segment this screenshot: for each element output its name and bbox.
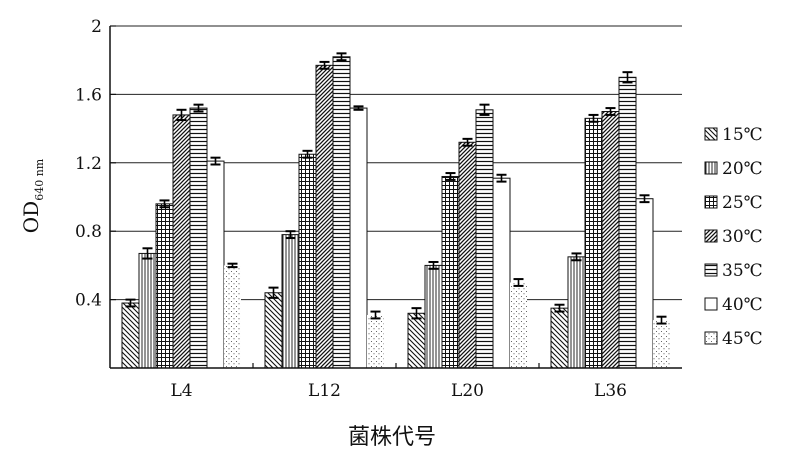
legend: 15℃ 20℃ 25℃ 30℃ 35℃ 40℃ 45℃ xyxy=(704,125,763,349)
bar-l20-series-1 xyxy=(424,264,443,369)
bar-l36-series-1 xyxy=(567,256,586,369)
legend-swatch xyxy=(704,263,718,277)
bar-l4-series-2 xyxy=(155,203,174,369)
bar-l4-series-3 xyxy=(172,114,191,369)
bar-l36-series-0 xyxy=(550,307,569,369)
legend-swatch xyxy=(704,297,718,311)
legend-swatch xyxy=(704,331,718,345)
axes xyxy=(109,25,682,369)
bar-l20-series-3 xyxy=(458,141,477,369)
bar-l4-series-5 xyxy=(206,160,225,369)
y-tick-label: 1.2 xyxy=(75,154,102,174)
legend-label: 40℃ xyxy=(722,295,763,315)
legend-label: 20℃ xyxy=(722,159,763,179)
x-tick-label: L36 xyxy=(594,381,627,401)
legend-swatch xyxy=(704,195,718,209)
bar-l20-series-4 xyxy=(475,109,494,369)
y-axis-title-subscript: 640 nm xyxy=(33,158,46,201)
bar-l12-series-3 xyxy=(315,64,334,369)
legend-label: 15℃ xyxy=(722,125,763,145)
y-axis-title-main: OD xyxy=(19,201,43,233)
bar-l20-series-2 xyxy=(441,175,460,369)
bar-l20-series-6 xyxy=(510,282,527,368)
bar-l36-series-6 xyxy=(653,320,670,368)
legend-swatch xyxy=(704,127,718,141)
bar-l36-series-5 xyxy=(635,198,654,369)
bars xyxy=(121,52,670,369)
y-axis-title: OD640 nm xyxy=(19,158,46,233)
y-tick-label: 2 xyxy=(91,17,102,37)
legend-label: 45℃ xyxy=(722,329,763,349)
bar-l12-series-0 xyxy=(264,292,283,369)
bar-l20-series-5 xyxy=(492,177,511,369)
bar-l4-series-4 xyxy=(189,107,208,369)
y-tick-label: 0.4 xyxy=(75,291,102,311)
legend-label: 25℃ xyxy=(722,193,763,213)
bar-l12-series-2 xyxy=(298,153,317,369)
legend-swatch xyxy=(704,229,718,243)
legend-label: 35℃ xyxy=(722,261,763,281)
bar-l20-series-0 xyxy=(407,312,426,369)
legend-label: 30℃ xyxy=(722,227,763,247)
bar-l12-series-1 xyxy=(281,234,300,369)
x-tick-label: L4 xyxy=(170,381,192,401)
legend-swatch xyxy=(704,161,718,175)
bar-l12-series-6 xyxy=(367,314,384,368)
bar-l36-series-4 xyxy=(618,76,637,369)
x-axis-title: 菌株代号 xyxy=(348,425,436,450)
bar-l36-series-2 xyxy=(584,117,603,369)
bar-l4-series-6 xyxy=(224,265,241,368)
y-tick-label: 1.6 xyxy=(75,85,102,105)
bar-l12-series-5 xyxy=(349,107,368,369)
bar-l12-series-4 xyxy=(332,56,351,369)
y-tick-label: 0.8 xyxy=(75,222,102,242)
bar-l36-series-3 xyxy=(601,111,620,369)
tick-labels: 0.4 0.8 1.2 1.6 2 L4 L12 L20 L36 xyxy=(75,17,627,401)
bar-l4-series-0 xyxy=(121,302,140,369)
x-tick-label: L12 xyxy=(308,381,341,401)
x-tick-label: L20 xyxy=(451,381,484,401)
bar-l4-series-1 xyxy=(138,252,157,369)
